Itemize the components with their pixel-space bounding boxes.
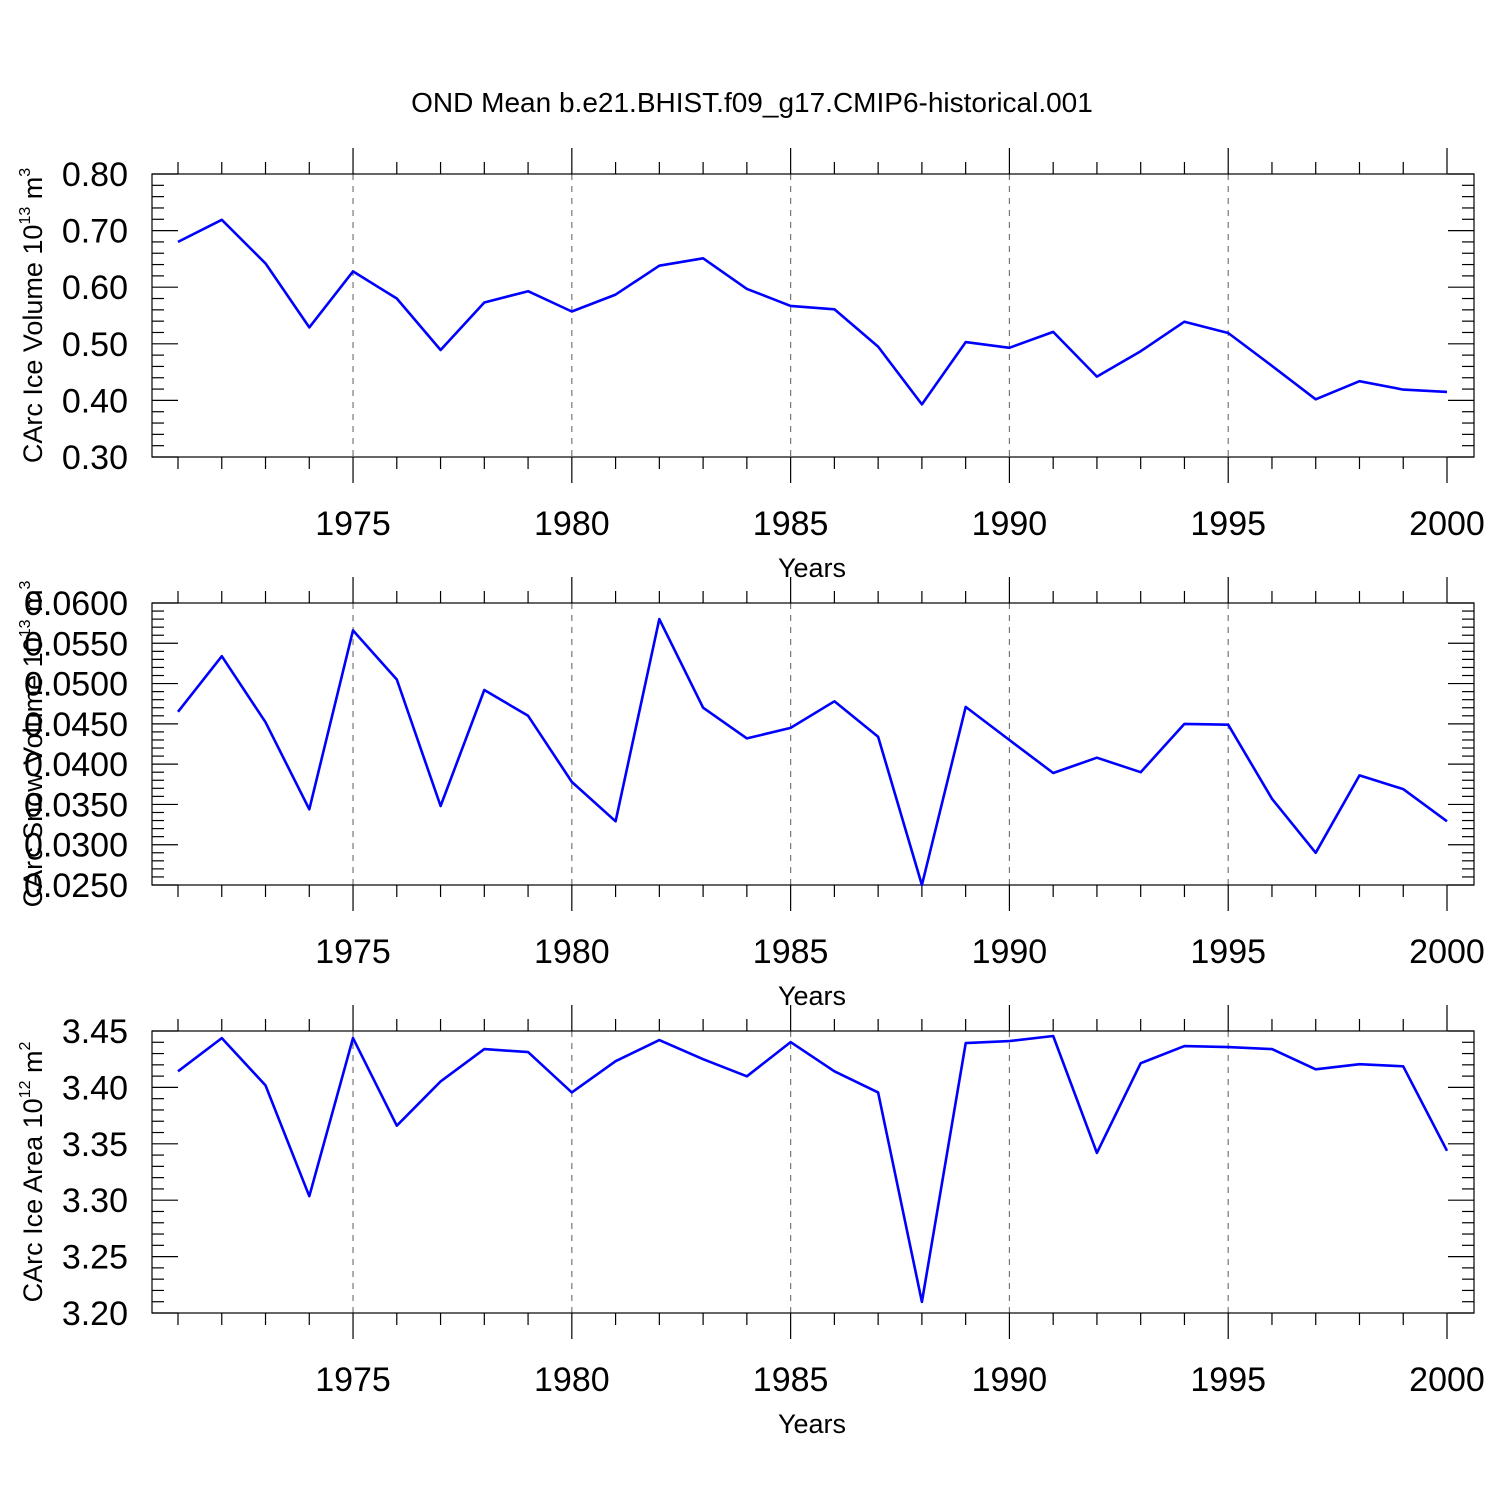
x-tick-label: 1985 xyxy=(753,1361,829,1399)
x-tick-label: 1980 xyxy=(534,1361,610,1399)
y-tick-label: 3.35 xyxy=(62,1126,128,1164)
x-tick-label: 1990 xyxy=(972,505,1048,543)
y-axis-label: CArc Snow Volume 1013 m3 xyxy=(17,580,48,907)
y-tick-label: 0.0550 xyxy=(24,625,128,663)
x-tick-label: 1990 xyxy=(972,1361,1048,1399)
y-tick-label: 0.70 xyxy=(62,213,128,251)
y-tick-label: 0.30 xyxy=(62,439,128,477)
x-tick-label: 1980 xyxy=(534,505,610,543)
y-axis-label: CArc Ice Volume 1013 m3 xyxy=(17,168,48,463)
x-axis-label: Years xyxy=(778,553,846,583)
y-tick-label: 3.30 xyxy=(62,1182,128,1220)
x-tick-label: 1995 xyxy=(1190,933,1266,971)
y-tick-label: 0.60 xyxy=(62,269,128,307)
ice-area-panel: 3.20 3.25 3.30 3.35 3.40 3.45 1975 1980 1985 1990… xyxy=(17,1005,1485,1439)
x-tick-label: 2000 xyxy=(1409,1361,1485,1399)
y-tick-label: 3.45 xyxy=(62,1013,128,1051)
snow-volume-series-line xyxy=(176,617,1448,887)
y-tick-label: 0.50 xyxy=(62,326,128,364)
x-tick-label: 1980 xyxy=(534,933,610,971)
y-tick-label: 0.80 xyxy=(62,156,128,194)
x-tick-label: 1985 xyxy=(753,933,829,971)
y-tick-label: 0.0450 xyxy=(24,706,128,744)
figure-title: OND Mean b.e21.BHIST.f09_g17.CMIP6-histo… xyxy=(411,87,1093,118)
y-axis-label: CArc Ice Area 1012 m2 xyxy=(17,1042,48,1303)
y-tick-label: 0.40 xyxy=(62,382,128,420)
x-tick-label: 1985 xyxy=(753,505,829,543)
x-axis-label: Years xyxy=(778,981,846,1011)
ice-volume-series-line xyxy=(177,218,1448,406)
x-tick-label: 2000 xyxy=(1409,505,1485,543)
y-tick-label: 3.40 xyxy=(62,1069,128,1107)
y-tick-label: 0.0350 xyxy=(24,786,128,824)
plot-frame xyxy=(151,602,1475,886)
x-axis-label: Years xyxy=(778,1409,846,1439)
y-tick-label: 0.0500 xyxy=(24,666,128,704)
y-tick-label: 0.0600 xyxy=(24,585,128,623)
plot-frame xyxy=(151,1030,1475,1314)
ice-volume-panel: 0.30 0.40 0.50 0.60 0.70 0.80 1975 1980 1985 1990… xyxy=(17,148,1485,583)
x-tick-label: 2000 xyxy=(1409,933,1485,971)
snow-volume-panel: 0.02500.03000.03500.04000.04500.05000.05… xyxy=(17,577,1485,1011)
y-tick-label: 3.25 xyxy=(62,1239,128,1277)
y-tick-label: 3.20 xyxy=(62,1295,128,1333)
x-tick-label: 1975 xyxy=(315,1361,391,1399)
y-tick-label: 0.0300 xyxy=(24,827,128,865)
x-tick-label: 1975 xyxy=(315,933,391,971)
ice-area-series-line xyxy=(177,1034,1449,1304)
x-tick-label: 1995 xyxy=(1190,1361,1266,1399)
x-tick-label: 1990 xyxy=(972,933,1048,971)
y-tick-label: 0.0250 xyxy=(24,867,128,905)
plot-frame xyxy=(151,173,1475,458)
y-tick-label: 0.0400 xyxy=(24,746,128,784)
x-tick-label: 1995 xyxy=(1190,505,1266,543)
x-tick-label: 1975 xyxy=(315,505,391,543)
